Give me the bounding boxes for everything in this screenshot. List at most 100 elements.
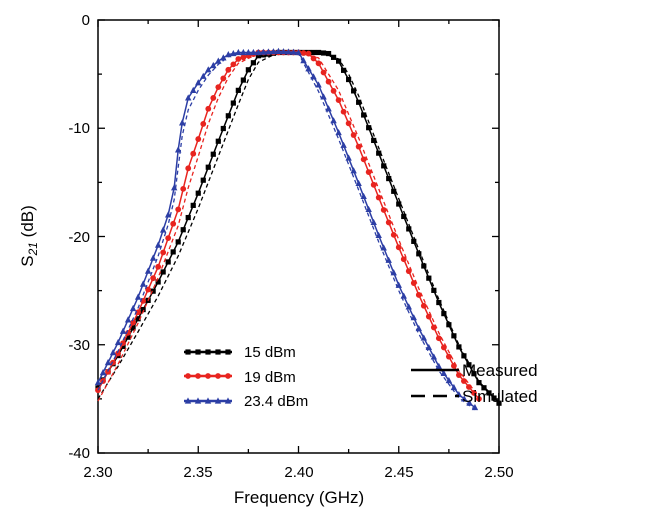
data-point xyxy=(471,390,477,396)
data-point xyxy=(134,293,142,300)
data-point xyxy=(130,325,136,331)
data-point xyxy=(346,76,352,83)
x-tick-label: 2.45 xyxy=(384,464,413,481)
data-point xyxy=(250,60,256,66)
data-point xyxy=(315,81,322,88)
data-point xyxy=(140,306,146,313)
data-point xyxy=(270,48,277,55)
data-point xyxy=(390,231,397,238)
legend-power: 15 dBm 19 dBm 23.4 dBm xyxy=(184,344,308,410)
data-point xyxy=(200,72,207,79)
data-point xyxy=(160,249,167,256)
legend-marker xyxy=(224,397,232,404)
data-point xyxy=(144,267,152,274)
data-point xyxy=(336,58,342,64)
data-point xyxy=(435,335,442,342)
legend-marker xyxy=(185,349,191,355)
data-point xyxy=(320,93,327,100)
legend-marker xyxy=(204,397,212,404)
data-point xyxy=(466,384,472,390)
data-point xyxy=(210,151,216,157)
data-point xyxy=(105,368,111,375)
data-point xyxy=(320,69,327,76)
data-point xyxy=(115,350,121,357)
data-point xyxy=(164,211,172,218)
y-tick-label: -20 xyxy=(68,229,90,246)
data-point xyxy=(471,371,477,377)
data-point xyxy=(240,54,247,61)
data-point xyxy=(185,165,192,172)
data-point xyxy=(145,286,152,293)
data-point xyxy=(165,235,172,242)
x-axis-title: Frequency (GHz) xyxy=(234,488,364,507)
data-point xyxy=(305,65,312,72)
data-point xyxy=(450,383,458,391)
legend-marker xyxy=(215,373,221,379)
data-point xyxy=(371,137,377,144)
data-point xyxy=(366,125,372,131)
data-point xyxy=(396,201,402,207)
data-point xyxy=(240,48,247,56)
data-point xyxy=(421,263,427,269)
legend-label: 23.4 dBm xyxy=(244,393,308,410)
simulated-line xyxy=(97,51,500,403)
data-point xyxy=(380,244,387,251)
y-axis-title-unit: (dB) xyxy=(18,205,37,242)
legend-marker xyxy=(225,373,231,379)
data-point xyxy=(391,188,397,194)
measured-line xyxy=(97,51,500,404)
data-point xyxy=(114,338,122,346)
data-point xyxy=(295,48,302,56)
y-tick-labels: 0 -10 -20 -30 -40 xyxy=(68,12,90,462)
data-point xyxy=(125,334,131,340)
data-point xyxy=(150,288,156,294)
data-point xyxy=(99,369,107,376)
data-point xyxy=(411,238,417,244)
data-point xyxy=(225,66,232,73)
data-point xyxy=(245,67,251,73)
data-point xyxy=(129,304,137,312)
data-point xyxy=(461,378,467,384)
data-point xyxy=(195,136,202,142)
data-point xyxy=(149,254,157,261)
data-point xyxy=(375,231,382,239)
data-point xyxy=(135,316,141,322)
data-point xyxy=(235,56,242,62)
legend-marker xyxy=(194,397,202,404)
data-point xyxy=(415,324,422,332)
data-point xyxy=(325,78,332,85)
data-point xyxy=(200,121,207,127)
data-point xyxy=(210,95,217,101)
data-point xyxy=(104,359,112,366)
data-point xyxy=(185,214,191,221)
data-point xyxy=(425,343,433,351)
data-point xyxy=(155,263,162,270)
data-point xyxy=(180,185,187,192)
data-point xyxy=(381,163,387,169)
data-point xyxy=(165,259,171,265)
data-point xyxy=(461,353,467,359)
data-point xyxy=(230,49,237,57)
data-point xyxy=(220,75,227,82)
legend-marker xyxy=(195,373,201,379)
data-point xyxy=(170,249,176,255)
data-point xyxy=(406,226,412,232)
data-point xyxy=(385,219,392,226)
data-point xyxy=(440,369,448,377)
data-point xyxy=(315,60,322,67)
data-point xyxy=(180,227,186,233)
data-point xyxy=(215,138,221,144)
data-point xyxy=(190,202,196,208)
data-point xyxy=(154,241,162,248)
data-point xyxy=(205,105,212,112)
data-point xyxy=(124,316,132,323)
legend-marks xyxy=(184,349,232,404)
data-point xyxy=(120,343,126,349)
data-point xyxy=(456,372,462,378)
data-point xyxy=(109,348,117,356)
data-point xyxy=(341,67,347,73)
legend-marker xyxy=(214,397,222,404)
data-point xyxy=(370,218,377,226)
simulated-line xyxy=(97,51,480,402)
data-point xyxy=(210,61,217,69)
